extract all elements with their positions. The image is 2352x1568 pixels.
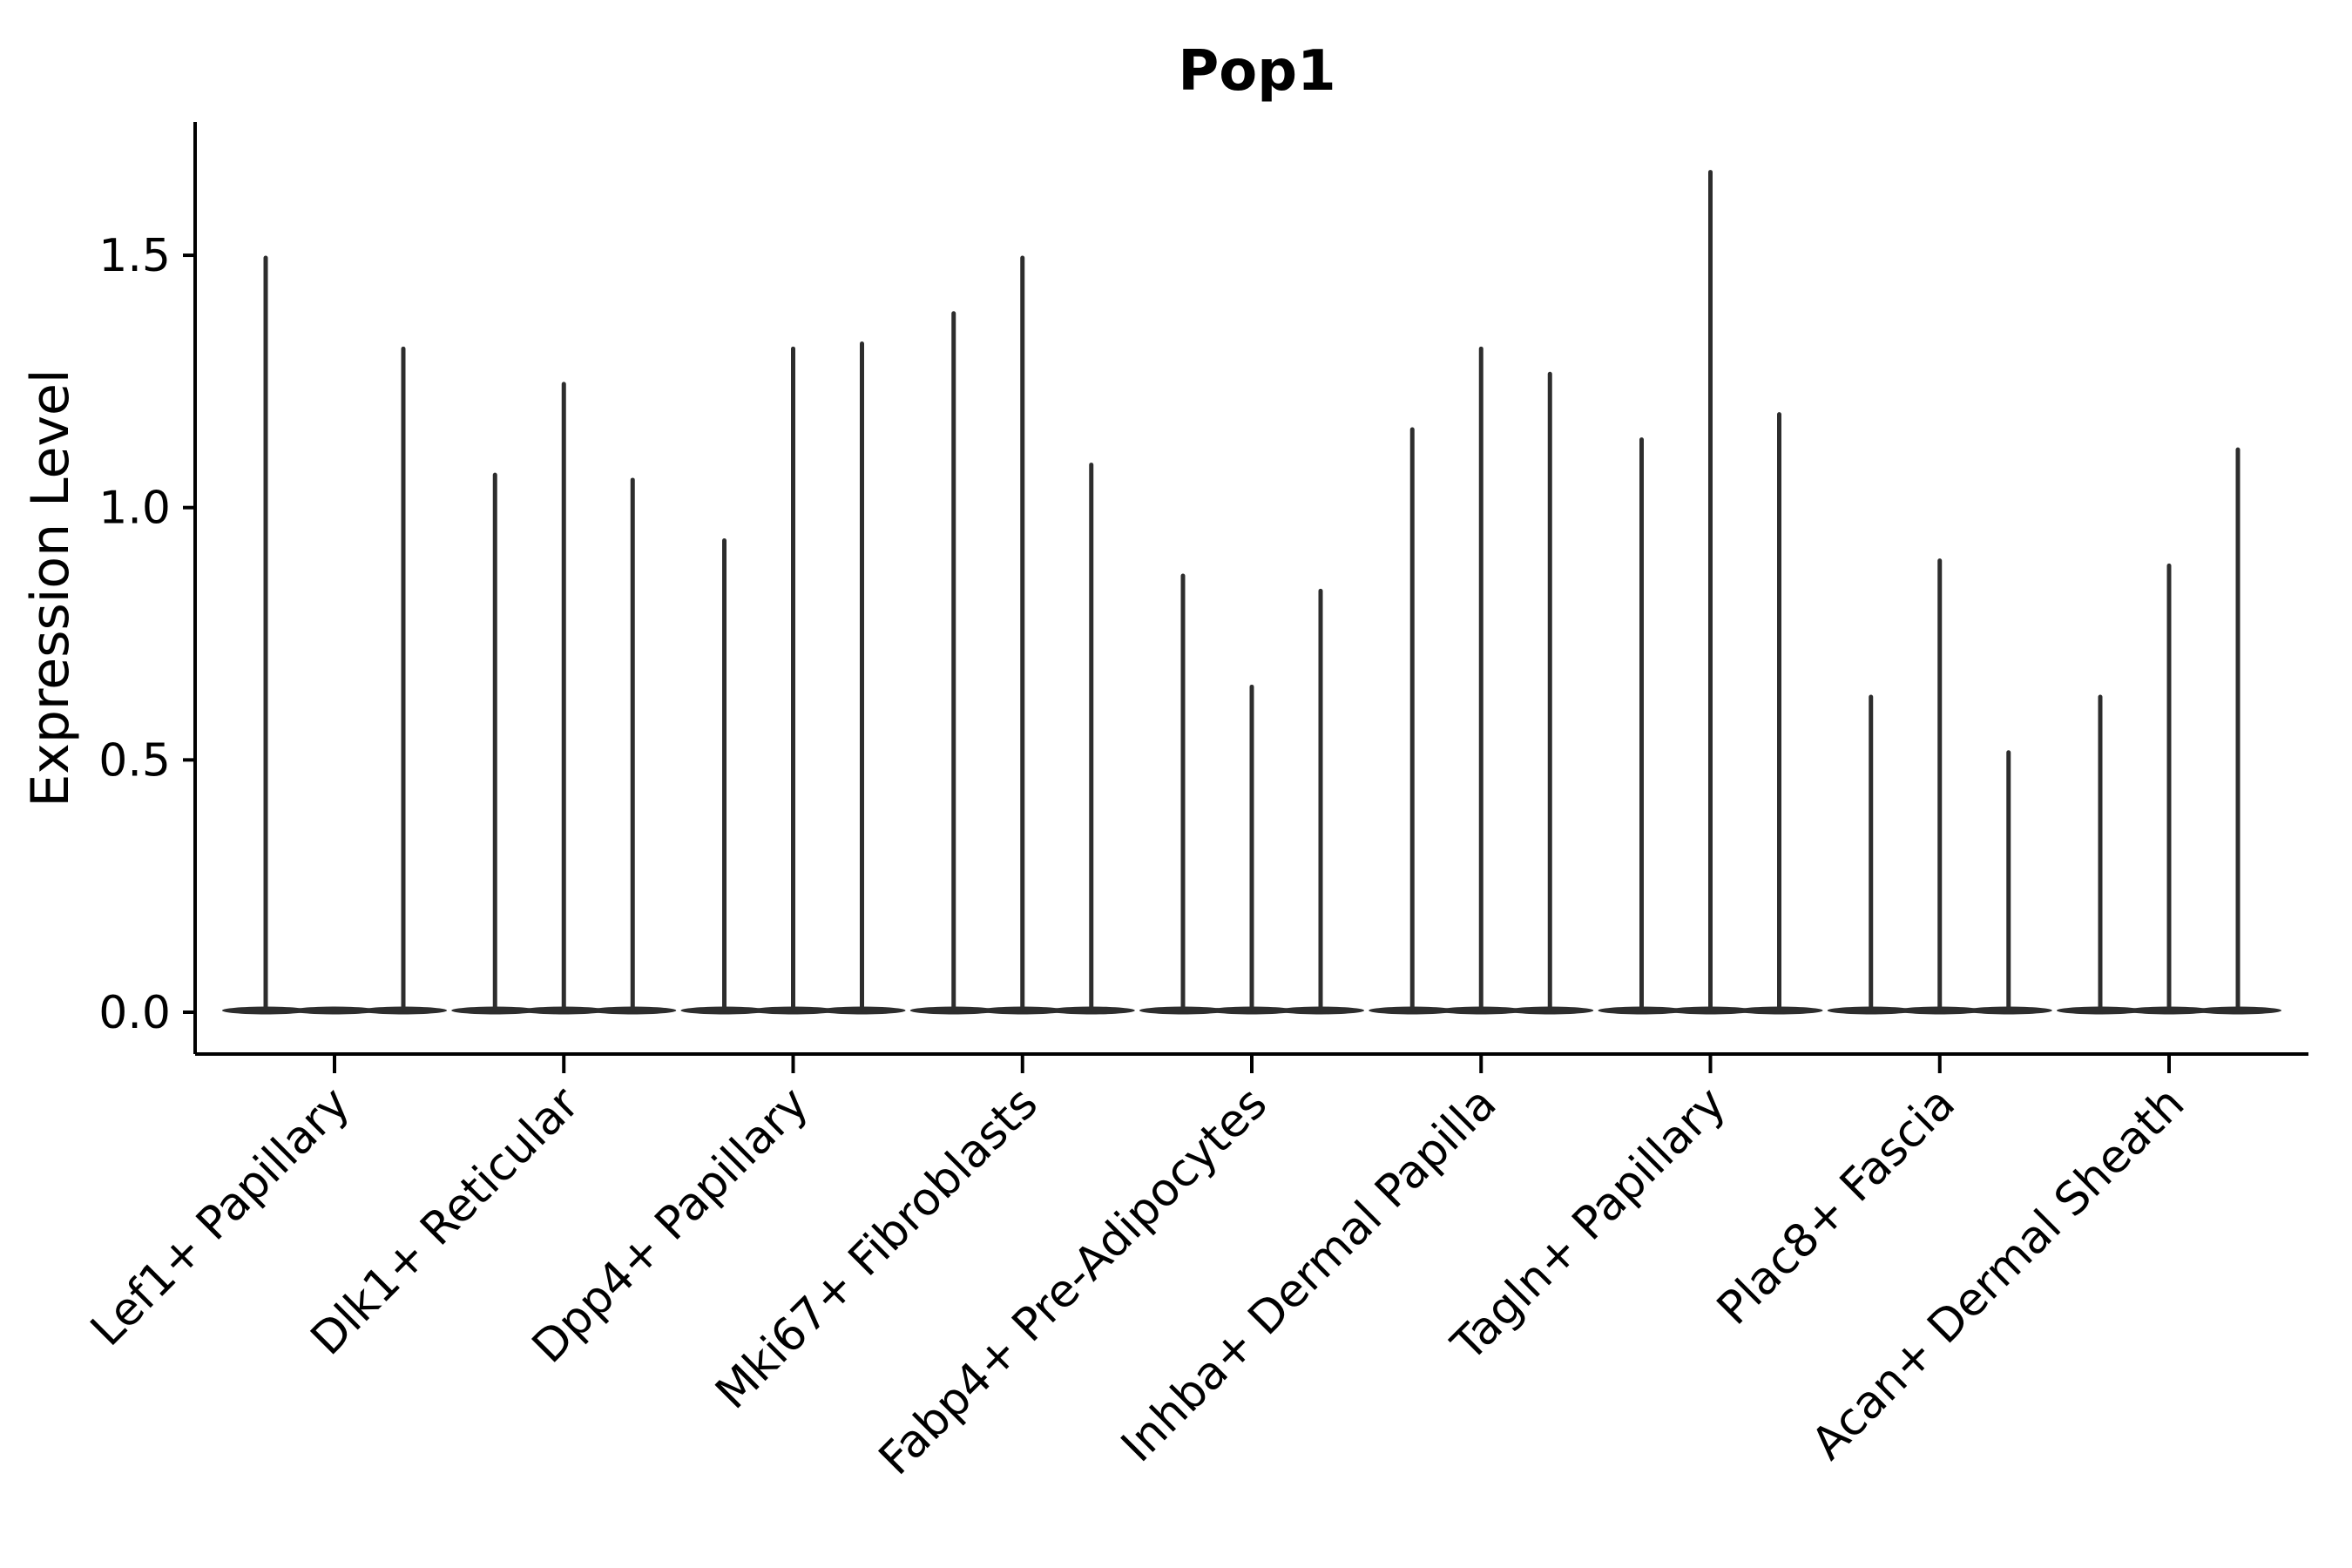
violin-group bbox=[222, 255, 447, 1015]
violin-group bbox=[909, 255, 1135, 1015]
y-tick-label: 0.0 bbox=[98, 987, 171, 1039]
violin-group bbox=[1139, 573, 1364, 1015]
x-tick-label: Fabp4+ Pre-Adipocytes bbox=[869, 1078, 1277, 1485]
chart-title: Pop1 bbox=[1178, 39, 1335, 104]
violin-group bbox=[1598, 170, 1823, 1015]
y-axis-ticks: 0.0 0.5 1.0 1.5 bbox=[98, 230, 195, 1039]
violin-group bbox=[680, 341, 906, 1015]
violin-base bbox=[291, 1006, 378, 1015]
y-axis-label: Expression Level bbox=[20, 368, 81, 807]
y-tick-label: 1.0 bbox=[98, 483, 171, 535]
x-tick-label: Plac8+ Fascia bbox=[1707, 1078, 1965, 1335]
y-tick-label: 1.5 bbox=[98, 230, 171, 282]
violin-group bbox=[2057, 447, 2281, 1015]
y-tick-label: 0.5 bbox=[98, 734, 171, 787]
violin-group bbox=[1369, 346, 1594, 1015]
violin-group bbox=[451, 382, 677, 1015]
violin-series bbox=[222, 170, 2281, 1015]
x-tick-label: Inhba+ Dermal Papilla bbox=[1112, 1078, 1506, 1472]
x-tick-label: Acan+ Dermal Sheath bbox=[1802, 1078, 2195, 1470]
violin-group bbox=[1827, 558, 2052, 1015]
